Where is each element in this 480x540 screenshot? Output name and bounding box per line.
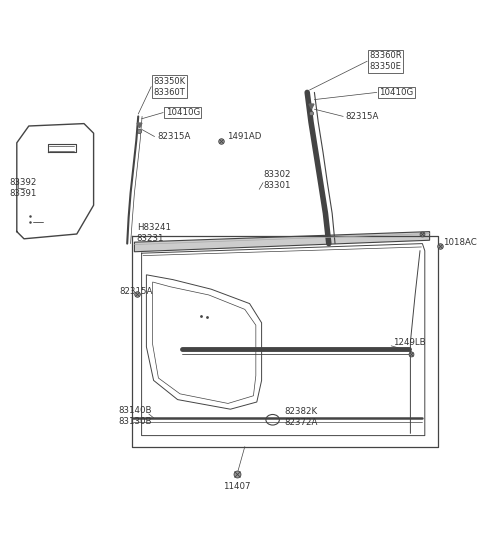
- Text: 82315A: 82315A: [157, 132, 191, 141]
- Text: 83302
83301: 83302 83301: [263, 170, 290, 190]
- Text: 10410G: 10410G: [379, 88, 413, 97]
- Text: 10410G: 10410G: [166, 108, 200, 117]
- Text: 82315A: 82315A: [346, 112, 379, 121]
- Text: 83392
83391: 83392 83391: [10, 178, 37, 198]
- Text: 83350K
83360T: 83350K 83360T: [154, 77, 186, 97]
- Text: H83241
83231: H83241 83231: [137, 222, 171, 242]
- Text: 83360R
83350E: 83360R 83350E: [370, 51, 402, 71]
- Text: 82315A: 82315A: [119, 287, 153, 296]
- Text: 1018AC: 1018AC: [443, 238, 476, 247]
- Text: 83140B
83130B: 83140B 83130B: [119, 406, 152, 427]
- Text: 1491AD: 1491AD: [227, 132, 261, 141]
- Polygon shape: [134, 232, 430, 252]
- Text: 82382K
82372A: 82382K 82372A: [284, 407, 318, 428]
- Text: 11407: 11407: [223, 482, 251, 491]
- Text: 1249LB: 1249LB: [393, 339, 425, 347]
